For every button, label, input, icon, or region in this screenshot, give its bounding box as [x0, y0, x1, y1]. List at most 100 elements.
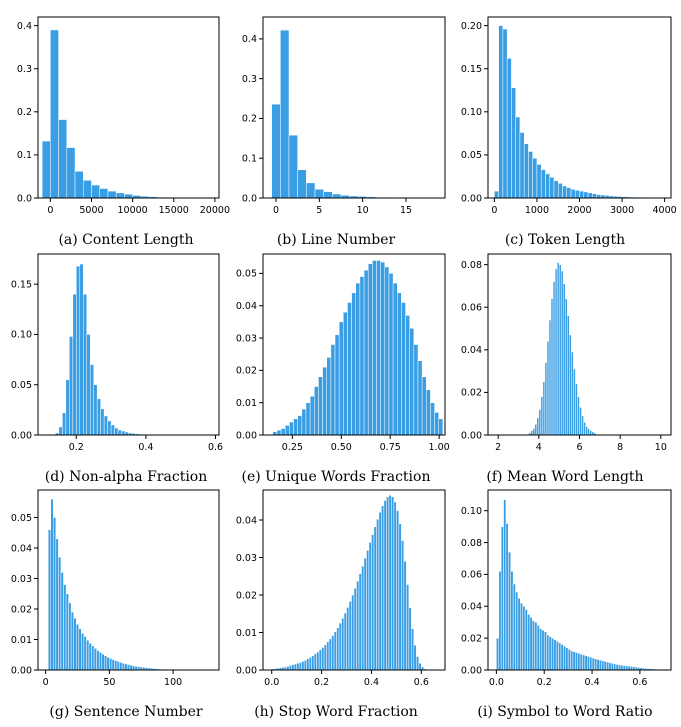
histogram-bar	[500, 526, 504, 671]
y-tick-label: 0.01	[236, 628, 257, 639]
histogram-bar	[511, 87, 516, 199]
plot-frame	[487, 489, 672, 671]
y-tick-label: 0.00	[461, 193, 482, 204]
histogram-bar	[119, 662, 123, 671]
histogram-bar	[582, 654, 586, 671]
histogram-bar	[351, 594, 355, 671]
histogram-bar	[91, 184, 100, 199]
histogram-bar	[554, 268, 558, 436]
x-tick-label: 0.4	[585, 677, 600, 688]
histogram-bar	[70, 611, 74, 671]
y-tick-label: 0.04	[461, 345, 482, 356]
histogram-bar	[280, 29, 290, 199]
y-tick-label: 0.05	[461, 150, 482, 161]
x-tick-label: 0.25	[282, 442, 303, 453]
histogram-bar	[401, 302, 406, 436]
histogram-bar	[527, 614, 531, 671]
histogram-bar	[69, 336, 74, 436]
histogram-bar	[384, 266, 390, 436]
histogram-bar	[109, 658, 113, 671]
histogram-bar	[573, 368, 576, 436]
histogram-bar	[311, 655, 315, 671]
histogram-bar	[126, 664, 131, 671]
histogram-bar	[567, 649, 571, 671]
histogram-bar	[550, 298, 554, 436]
histogram-bar	[560, 644, 564, 671]
histogram-bar	[544, 362, 548, 436]
histogram-bar	[583, 191, 589, 199]
histogram-bar	[411, 628, 415, 671]
histogram-bar	[93, 384, 98, 436]
histogram-bar	[76, 265, 81, 436]
histogram-bar	[72, 293, 77, 436]
histogram-bar	[73, 617, 77, 671]
x-tick-label: 0.4	[138, 442, 153, 453]
histogram-bar	[393, 501, 397, 671]
histogram-bar	[622, 665, 626, 671]
histogram-bar	[289, 421, 294, 436]
histogram-bar	[563, 645, 566, 671]
y-tick-label: 0.01	[236, 398, 257, 409]
histogram-bar	[421, 376, 427, 436]
histogram-bar	[570, 189, 576, 199]
y-tick-label: 0.10	[461, 506, 482, 517]
x-tick-label: 10000	[117, 205, 147, 216]
y-tick-label: 0.00	[236, 430, 257, 441]
histogram-bar	[99, 188, 109, 199]
y-tick-label: 0.10	[461, 107, 482, 118]
histogram-bar	[356, 580, 360, 671]
histogram-panel-9: 0.0 0.2 0.4 0.6 0.00 0.02 0.04 0.06 0.08 0.10 (i) …	[461, 489, 672, 720]
panel-caption: (c) Token Length	[505, 232, 625, 248]
histogram-bar	[613, 663, 617, 671]
histogram-bar	[358, 573, 362, 671]
histogram-bar	[371, 534, 375, 671]
x-tick-label: 15	[400, 205, 412, 216]
histogram-bar	[532, 428, 536, 436]
histogram-bar	[575, 383, 578, 436]
histogram-bar	[373, 526, 377, 671]
histogram-bar	[137, 666, 141, 671]
histogram-bar	[386, 496, 390, 671]
histogram-bar	[512, 583, 516, 671]
histogram-bar	[363, 558, 367, 671]
histogram-bar	[65, 593, 69, 671]
histogram-bar	[620, 664, 624, 671]
x-tick-label: 0.0	[489, 677, 504, 688]
histogram-bar	[355, 282, 361, 436]
x-tick-label: 1.00	[429, 442, 450, 453]
histogram-bar	[515, 116, 521, 199]
histogram-bar	[331, 635, 335, 671]
histogram-bar	[625, 665, 629, 671]
histogram-bar	[368, 542, 372, 671]
histogram-bar	[308, 657, 312, 671]
histogram-bar	[101, 653, 105, 671]
histogram-bar	[366, 550, 370, 671]
x-tick-label: 0.75	[380, 442, 401, 453]
histogram-bar	[503, 499, 507, 671]
histogram-bar	[575, 652, 578, 671]
histogram-bar	[121, 663, 125, 671]
histogram-bar	[303, 660, 307, 671]
x-tick-label: 0.2	[69, 442, 84, 453]
histogram-bar	[538, 409, 542, 436]
histogram-panel-6: 2 4 6 8 10 0.00 0.02 0.04 0.06 0.08 (f) Mean Word …	[461, 253, 672, 485]
histogram-bar	[280, 428, 286, 436]
histogram-bar	[83, 293, 87, 436]
histogram-bar	[565, 647, 569, 671]
histogram-bar	[305, 402, 311, 436]
histogram-bar	[89, 364, 94, 436]
histogram-bar	[323, 644, 327, 671]
x-tick-label: 1000	[525, 205, 549, 216]
y-tick-label: 0.04	[461, 602, 482, 613]
histogram-bar	[498, 570, 502, 671]
histogram-bar	[577, 396, 580, 436]
histogram-bar	[114, 427, 119, 436]
histogram-bar	[121, 430, 126, 436]
histogram-bar	[306, 182, 316, 199]
plot-frame	[37, 489, 220, 671]
histogram-bar	[333, 631, 337, 671]
y-tick-label: 0.08	[461, 538, 482, 549]
histogram-bar	[301, 408, 307, 436]
histogram-bar	[359, 276, 365, 436]
histogram-bar	[430, 402, 435, 436]
